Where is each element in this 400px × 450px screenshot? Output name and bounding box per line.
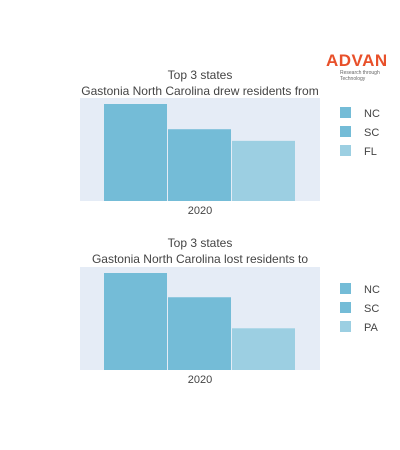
legend-label-sc[interactable]: SC: [364, 127, 379, 139]
chart1-bars: [104, 104, 295, 201]
advan-logo: ADVAN Research through Technology: [326, 51, 396, 83]
chart1-title-line1: Top 3 states: [168, 68, 233, 82]
legend-label-nc[interactable]: NC: [364, 108, 380, 120]
bar-fl[interactable]: [232, 140, 295, 201]
chart2-bars: [104, 273, 295, 370]
chart-origin: Top 3 states Gastonia North Carolina dre…: [80, 68, 380, 217]
chart2-x-tick: 2020: [188, 374, 212, 386]
legend-swatch-nc[interactable]: [340, 283, 351, 294]
legend-swatch-nc[interactable]: [340, 107, 351, 118]
legend-swatch-pa[interactable]: [340, 321, 351, 332]
legend-swatch-sc[interactable]: [340, 302, 351, 313]
legend-label-fl[interactable]: FL: [364, 146, 377, 158]
legend-label-sc[interactable]: SC: [364, 303, 379, 315]
logo-tagline: Research through Technology: [340, 70, 380, 82]
bar-nc[interactable]: [104, 104, 167, 201]
chart-destination: Top 3 states Gastonia North Carolina los…: [80, 236, 380, 386]
legend-swatch-sc[interactable]: [340, 126, 351, 137]
chart1-title-line2: Gastonia North Carolina drew residents f…: [81, 84, 318, 98]
legend-label-nc[interactable]: NC: [364, 284, 380, 296]
chart2-title-line1: Top 3 states: [168, 236, 233, 250]
bar-nc[interactable]: [104, 273, 167, 370]
logo-brand: ADVAN: [326, 51, 388, 70]
bar-pa[interactable]: [232, 328, 295, 370]
legend-swatch-fl[interactable]: [340, 145, 351, 156]
legend-label-pa[interactable]: PA: [364, 322, 379, 334]
chart1-legend[interactable]: NC SC FL: [340, 107, 380, 158]
chart2-title-line2: Gastonia North Carolina lost residents t…: [92, 252, 308, 266]
chart1-x-tick: 2020: [188, 205, 212, 217]
bar-sc[interactable]: [168, 297, 231, 370]
chart2-legend[interactable]: NC SC PA: [340, 283, 380, 334]
bar-sc[interactable]: [168, 129, 231, 201]
